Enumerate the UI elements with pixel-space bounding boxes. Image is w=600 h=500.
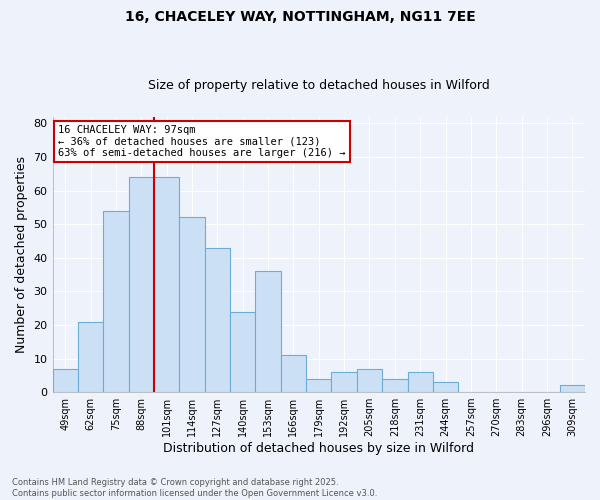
Title: Size of property relative to detached houses in Wilford: Size of property relative to detached ho… (148, 79, 490, 92)
Bar (306, 378, 331, 392)
Bar (78, 322, 103, 392)
Y-axis label: Number of detached properties: Number of detached properties (15, 156, 28, 353)
Bar (205, 248, 230, 392)
Bar (230, 312, 256, 392)
Bar (331, 372, 357, 392)
Bar (256, 271, 281, 392)
Text: 16, CHACELEY WAY, NOTTINGHAM, NG11 7EE: 16, CHACELEY WAY, NOTTINGHAM, NG11 7EE (125, 10, 475, 24)
Bar (560, 386, 585, 392)
Bar (103, 211, 128, 392)
Bar (154, 177, 179, 392)
Text: 16 CHACELEY WAY: 97sqm
← 36% of detached houses are smaller (123)
63% of semi-de: 16 CHACELEY WAY: 97sqm ← 36% of detached… (58, 125, 346, 158)
Bar (407, 372, 433, 392)
X-axis label: Distribution of detached houses by size in Wilford: Distribution of detached houses by size … (163, 442, 474, 455)
Bar (382, 378, 407, 392)
Bar (433, 382, 458, 392)
Bar (179, 218, 205, 392)
Bar (53, 368, 78, 392)
Bar (357, 368, 382, 392)
Text: Contains HM Land Registry data © Crown copyright and database right 2025.
Contai: Contains HM Land Registry data © Crown c… (12, 478, 377, 498)
Bar (128, 177, 154, 392)
Bar (281, 355, 306, 392)
